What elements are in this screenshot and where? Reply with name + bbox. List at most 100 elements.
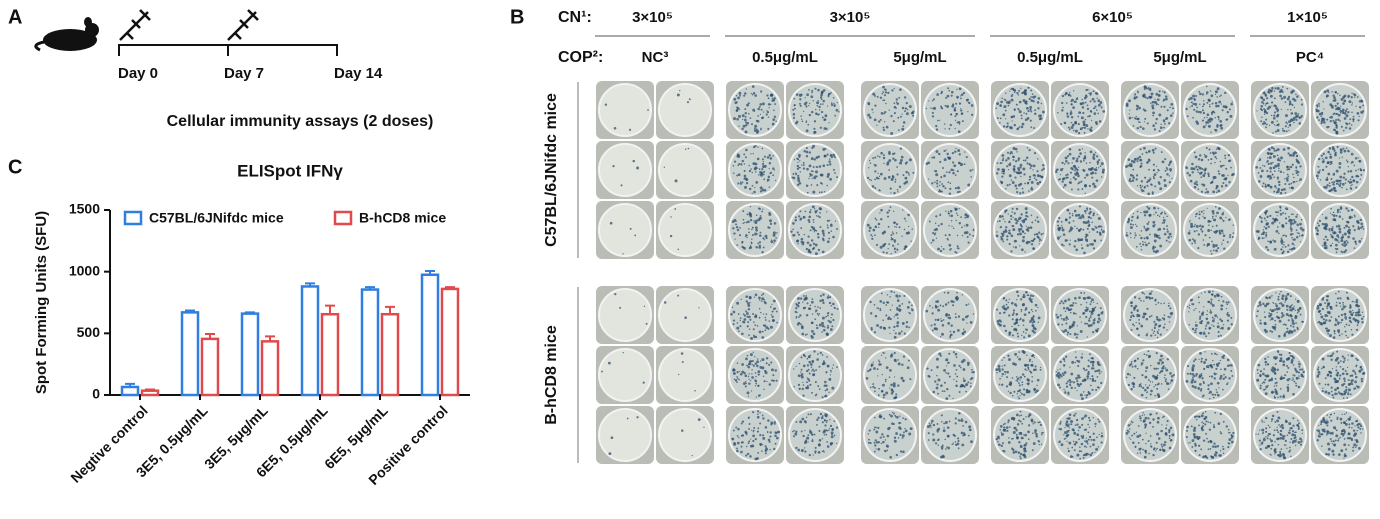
spot — [1020, 213, 1023, 216]
spot — [1012, 147, 1016, 151]
spot — [745, 88, 747, 90]
spot — [901, 363, 904, 367]
spot — [903, 182, 907, 185]
spot — [1219, 95, 1221, 98]
spot — [1163, 377, 1166, 379]
spot — [1209, 90, 1212, 92]
spot — [1157, 394, 1161, 398]
spot — [1151, 104, 1153, 106]
spot — [1354, 157, 1358, 160]
spot — [821, 316, 825, 320]
spot — [1142, 312, 1146, 316]
spot — [1288, 102, 1292, 106]
spot — [1038, 117, 1042, 121]
spot — [1356, 96, 1359, 98]
spot — [1070, 372, 1074, 376]
spot — [1062, 186, 1065, 189]
spot — [818, 365, 821, 368]
spot — [969, 378, 972, 381]
spot — [1348, 316, 1352, 320]
spot — [1299, 307, 1301, 309]
spot — [898, 332, 901, 335]
spot — [1338, 230, 1342, 234]
spot — [940, 319, 943, 323]
spot — [1282, 129, 1284, 132]
spot — [1315, 108, 1318, 111]
spot — [952, 161, 955, 164]
spot — [826, 326, 830, 329]
spot — [1059, 368, 1061, 370]
spot — [1002, 240, 1005, 243]
spot — [813, 176, 817, 180]
spot — [945, 171, 948, 174]
well — [1051, 346, 1109, 404]
spot — [951, 151, 955, 155]
spot — [1222, 300, 1225, 303]
spot — [904, 110, 907, 113]
spot — [1082, 169, 1085, 171]
spot — [894, 314, 896, 316]
spot — [1150, 364, 1152, 367]
spot — [736, 381, 738, 383]
spot — [999, 225, 1003, 229]
spot — [1096, 369, 1099, 372]
spot — [750, 242, 753, 245]
spot — [1289, 187, 1291, 189]
spot — [809, 175, 811, 177]
spot — [1196, 106, 1198, 109]
spot — [1072, 176, 1075, 179]
spot — [1001, 97, 1003, 100]
spot — [944, 128, 946, 130]
spot — [1357, 157, 1360, 159]
spot — [1324, 313, 1328, 317]
spot — [830, 371, 832, 373]
spot — [1148, 355, 1151, 359]
spot — [810, 170, 813, 173]
spot — [1018, 351, 1021, 353]
spot — [930, 241, 933, 244]
spot — [967, 381, 970, 384]
spot — [1080, 244, 1083, 246]
spot — [946, 105, 950, 108]
spot — [1362, 169, 1366, 172]
spot — [936, 300, 940, 303]
spot — [1023, 336, 1026, 339]
spot — [1278, 293, 1281, 295]
spot — [1146, 97, 1149, 100]
spot — [1134, 234, 1137, 237]
spot — [1291, 318, 1293, 320]
cn-value: 3×10⁵ — [830, 9, 871, 26]
spot — [1016, 393, 1018, 395]
spot — [681, 360, 684, 363]
spot — [1284, 178, 1286, 180]
spot — [1299, 241, 1302, 243]
spot — [1146, 122, 1149, 125]
spot — [940, 222, 943, 226]
spot — [613, 127, 617, 130]
spot — [882, 251, 885, 254]
spot — [1341, 233, 1344, 236]
spot — [759, 299, 761, 301]
spot — [896, 321, 900, 325]
spot — [1315, 110, 1318, 113]
spot — [767, 327, 770, 330]
spot — [1088, 231, 1091, 233]
spot — [1188, 238, 1192, 242]
spot — [936, 185, 939, 188]
spot — [1068, 308, 1072, 311]
spot — [822, 301, 825, 305]
spot — [1166, 173, 1169, 176]
spot — [1193, 380, 1197, 384]
spot — [760, 311, 762, 314]
spot — [632, 159, 636, 163]
spot — [819, 212, 821, 214]
spot — [677, 294, 680, 297]
spot — [1143, 353, 1146, 356]
spot — [773, 222, 777, 225]
spot — [954, 316, 957, 319]
spot — [752, 108, 756, 112]
spot — [1352, 225, 1355, 228]
spot — [732, 368, 736, 372]
spot — [1095, 92, 1099, 96]
spot — [1097, 362, 1100, 366]
